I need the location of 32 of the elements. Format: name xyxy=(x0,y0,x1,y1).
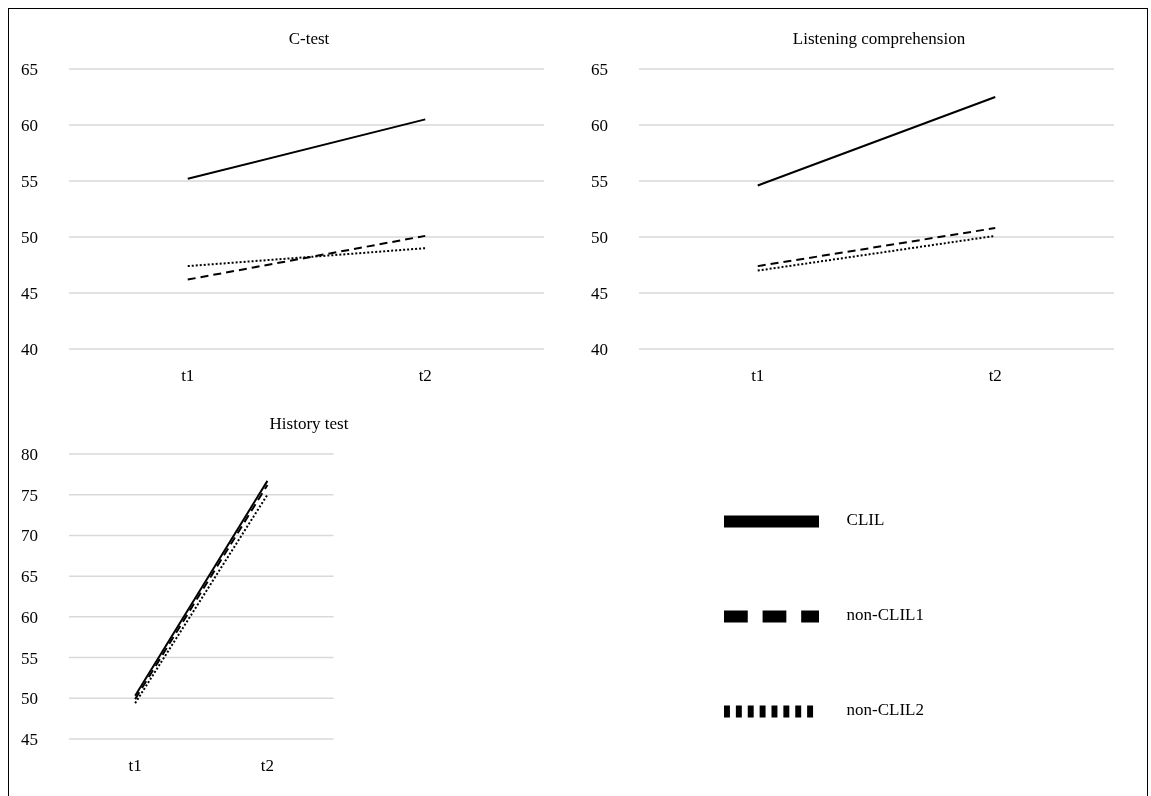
y-tick-label: 50 xyxy=(591,228,608,248)
y-tick-label: 55 xyxy=(591,172,608,192)
x-tick-label: t1 xyxy=(128,756,142,776)
x-tick-label: t2 xyxy=(988,366,1002,386)
y-tick-label: 60 xyxy=(21,116,38,136)
chart-title: History test xyxy=(268,414,350,435)
text: non-CLIL1 xyxy=(846,605,924,625)
y-tick-label: 60 xyxy=(21,607,38,627)
y-tick-label: 45 xyxy=(591,284,608,304)
text: non-CLIL2 xyxy=(846,700,924,720)
y-tick-label: 70 xyxy=(21,526,38,546)
y-tick-label: 55 xyxy=(21,648,38,668)
y-tick-label: 80 xyxy=(21,445,38,465)
y-tick-label: 40 xyxy=(21,340,38,360)
y-tick-label: 65 xyxy=(21,60,38,80)
y-tick-label: 65 xyxy=(21,567,38,587)
chart-title: Listening comprehension xyxy=(791,29,967,50)
text: CLIL xyxy=(846,510,885,530)
y-tick-label: 40 xyxy=(591,340,608,360)
y-tick-label: 60 xyxy=(591,116,608,136)
y-tick-label: 65 xyxy=(591,60,608,80)
x-tick-label: t1 xyxy=(751,366,765,386)
y-tick-label: 50 xyxy=(21,689,38,709)
x-tick-label: t1 xyxy=(181,366,195,386)
y-tick-label: 50 xyxy=(21,228,38,248)
y-tick-label: 45 xyxy=(21,284,38,304)
x-tick-label: t2 xyxy=(260,756,275,776)
y-tick-label: 55 xyxy=(21,172,38,192)
y-tick-label: 45 xyxy=(21,730,38,750)
y-tick-label: 75 xyxy=(21,485,38,505)
chart-title: C-test xyxy=(287,29,331,50)
x-tick-label: t2 xyxy=(418,366,432,386)
